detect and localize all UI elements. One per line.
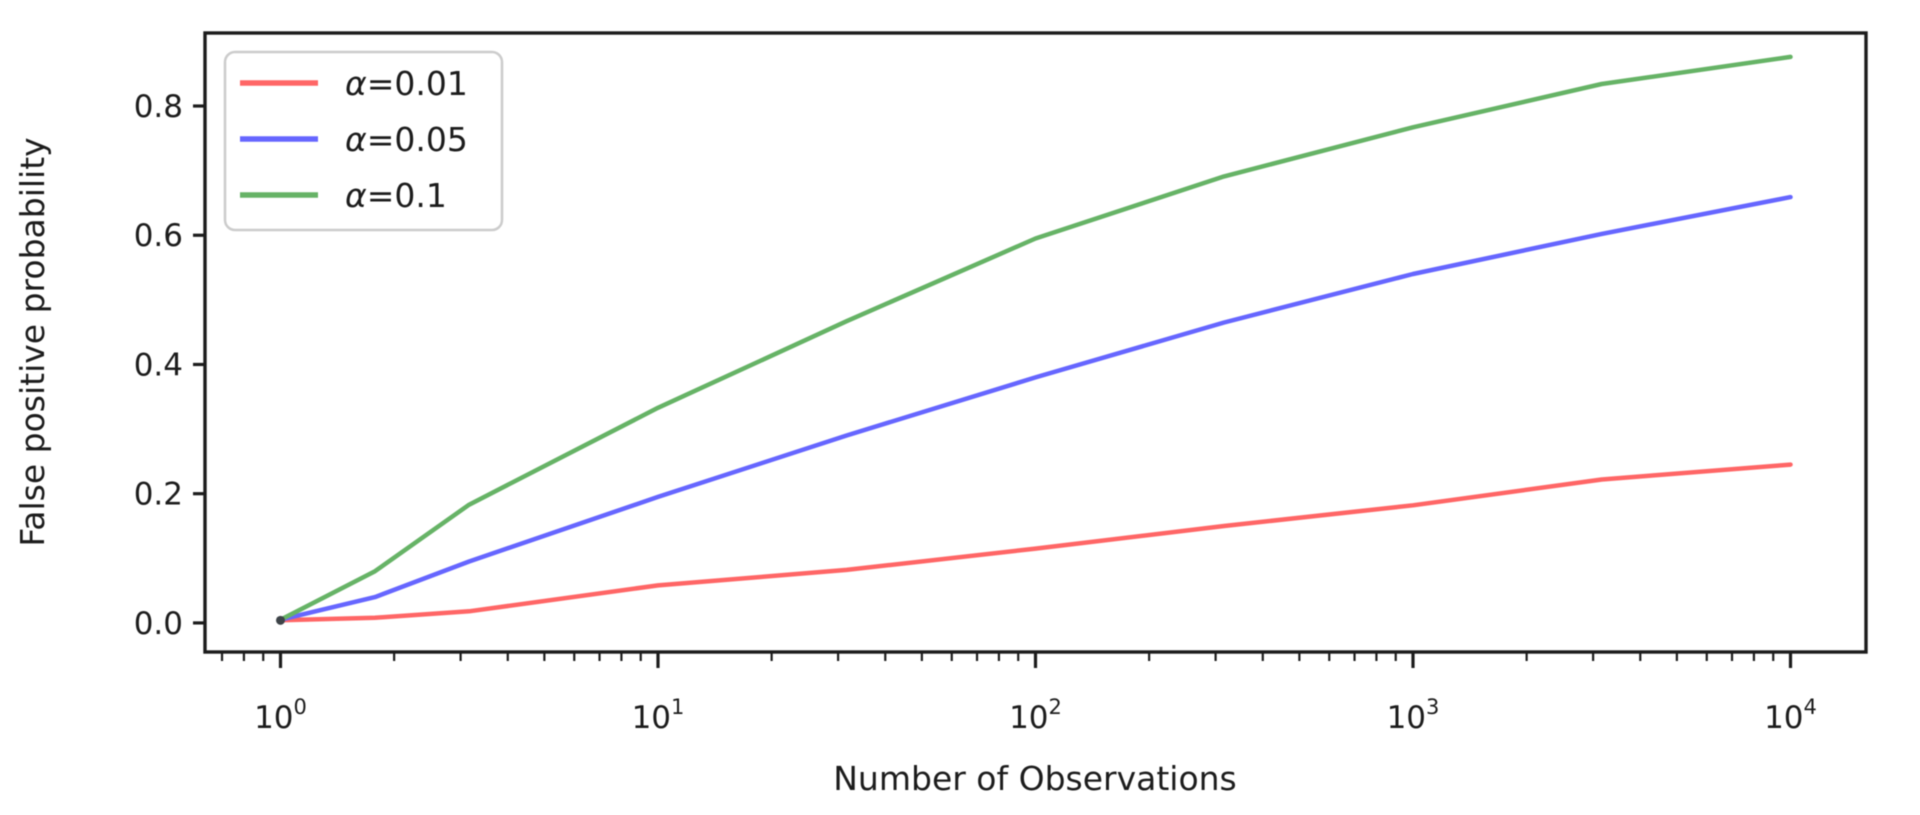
- x-tick-label: 100: [254, 695, 307, 736]
- legend-box: [223, 50, 504, 232]
- y-axis-label: False positive probability: [13, 137, 52, 546]
- x-tick-label: 103: [1387, 695, 1440, 736]
- y-tick-label: 0.4: [134, 347, 183, 383]
- axis-tick-labels: 100 101 102 103 104 0.0 0.2 0.4 0.6 0.8: [134, 89, 1817, 736]
- legend-label: α=0.01: [345, 64, 468, 103]
- y-tick-label: 0.2: [134, 477, 183, 513]
- chart-series: [276, 54, 1793, 625]
- x-tick-label: 101: [632, 695, 685, 736]
- x-tick-label: 102: [1009, 695, 1062, 736]
- y-tick-label: 0.6: [134, 218, 183, 254]
- series-line: [278, 194, 1793, 622]
- legend-label: α=0.05: [345, 120, 468, 159]
- plot-frame: [203, 31, 1868, 654]
- series-line: [278, 54, 1793, 622]
- x-axis-label: Number of Observations: [833, 759, 1237, 798]
- chart-legend: α=0.01 α=0.05 α=0.1: [223, 50, 504, 232]
- series-start-point: [276, 615, 285, 625]
- legend-label: α=0.1: [345, 176, 447, 215]
- y-tick-label: 0.0: [134, 606, 183, 642]
- x-tick-label: 104: [1764, 695, 1817, 736]
- y-tick-label: 0.8: [134, 89, 183, 125]
- series-line: [278, 462, 1793, 623]
